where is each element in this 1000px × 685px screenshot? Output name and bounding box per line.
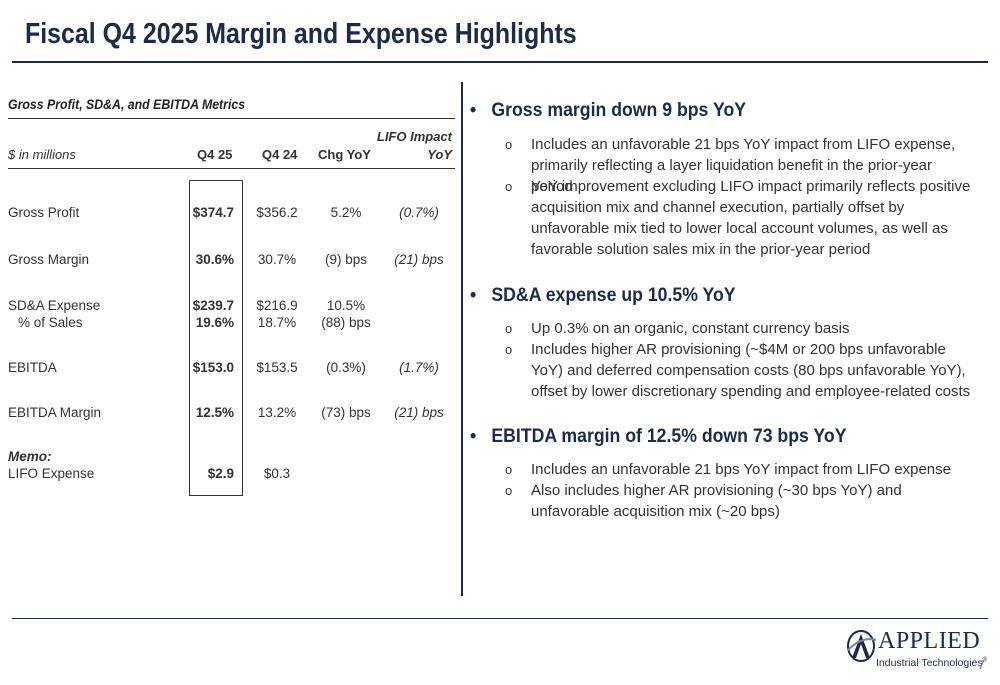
logo-wordmark: APPLIED: [878, 628, 981, 654]
sub-bullet: o Includes an unfavorable 21 bps YoY impa…: [505, 459, 975, 480]
sub-bullet-text: YoY improvement excluding LIFO impact pr…: [531, 178, 971, 258]
cell-q4-25: $153.0: [192, 360, 234, 375]
circle-bullet-icon: o: [505, 462, 513, 477]
circle-bullet-icon: o: [505, 321, 513, 336]
cell-chg-yoy: (9) bps: [324, 252, 368, 267]
row-label: Gross Profit: [8, 205, 80, 220]
cell-chg-yoy: (73) bps: [321, 405, 371, 420]
header-q4-24: Q4 24: [262, 147, 298, 162]
bullet-heading: • SD&A expense up 10.5% YoY: [470, 285, 736, 307]
header-lifo-line2: YoY: [427, 147, 452, 162]
column-divider: [461, 82, 463, 596]
row-label: EBITDA Margin: [8, 405, 102, 420]
cell-q4-24: 30.7%: [257, 252, 297, 267]
table-top-rule: [8, 118, 455, 119]
sub-bullet-text: Includes an unfavorable 21 bps YoY impac…: [531, 136, 956, 195]
q4-25-highlight-box: [189, 180, 243, 496]
sub-bullet-text: Up 0.3% on an organic, constant currency…: [531, 320, 850, 337]
row-label: Gross Margin: [8, 252, 90, 267]
row-label: EBITDA: [8, 360, 57, 375]
sub-bullet-text: Also includes higher AR provisioning (~3…: [531, 482, 902, 520]
cell-lifo-impact: (1.7%): [399, 360, 439, 375]
title-divider: [12, 61, 988, 63]
company-logo: APPLIED Industrial Technologies®: [846, 628, 987, 673]
cell-chg-yoy: (0.3%): [326, 360, 366, 375]
row-label: SD&A Expense: [8, 298, 101, 313]
bullet-heading-text: SD&A expense up 10.5% YoY: [491, 285, 736, 306]
page-number: 7: [978, 658, 985, 672]
cell-q4-24: $153.5: [256, 360, 298, 375]
bullet-heading: • EBITDA margin of 12.5% down 73 bps YoY: [470, 426, 846, 448]
bullet-dot-icon: •: [470, 426, 477, 447]
cell-lifo-impact: (0.7%): [399, 205, 439, 220]
memo-label: Memo:: [8, 449, 52, 464]
table-header-rule: [8, 168, 455, 169]
logo-tagline-text: Industrial Technologies: [876, 657, 983, 669]
cell-q4-25: 30.6%: [195, 252, 234, 267]
cell-lifo-impact: (21) bps: [394, 405, 444, 420]
page-title: Fiscal Q4 2025 Margin and Expense Highli…: [25, 18, 577, 50]
sub-bullet: o Includes higher AR provisioning (~$4M o…: [505, 339, 975, 402]
cell-q4-25: 19.6%: [195, 315, 234, 330]
cell-lifo-impact: (21) bps: [394, 252, 444, 267]
logo-mark-icon: [847, 630, 877, 662]
cell-q4-25: $374.7: [192, 205, 234, 220]
bullet-dot-icon: •: [470, 285, 477, 306]
sub-bullet: o Also includes higher AR provisioning (~…: [505, 480, 975, 522]
sub-bullet: o Up 0.3% on an organic, constant currenc…: [505, 318, 975, 339]
header-chg-yoy: Chg YoY: [318, 147, 371, 162]
circle-bullet-icon: o: [505, 342, 513, 357]
circle-bullet-icon: o: [505, 483, 513, 498]
cell-q4-24: $0.3: [263, 466, 291, 481]
bullet-heading-text: EBITDA margin of 12.5% down 73 bps YoY: [491, 426, 847, 447]
sub-bullet: o Includes an unfavorable 21 bps YoY impa…: [505, 134, 975, 197]
cell-q4-24: 13.2%: [257, 405, 297, 420]
cell-q4-25: $239.7: [192, 298, 234, 313]
header-lifo-line1: LIFO Impact: [376, 129, 452, 144]
sub-bullet-text: Includes an unfavorable 21 bps YoY impac…: [531, 461, 951, 478]
footer-divider: [12, 618, 988, 619]
row-label: LIFO Expense: [8, 466, 95, 481]
table-title: Gross Profit, SD&A, and EBITDA Metrics: [8, 96, 246, 112]
header-lifo-impact: LIFO Impact YoY: [372, 128, 452, 164]
units-label: $ in millions: [8, 147, 76, 162]
circle-bullet-icon: o: [505, 137, 513, 152]
circle-bullet-icon: o: [505, 179, 513, 194]
cell-chg-yoy: (88) bps: [321, 315, 371, 330]
registered-mark: ®: [982, 657, 988, 664]
bullet-heading-text: Gross margin down 9 bps YoY: [491, 100, 747, 121]
cell-q4-24: $216.9: [256, 298, 298, 313]
cell-chg-yoy: 10.5%: [326, 298, 366, 313]
bullet-dot-icon: •: [470, 100, 477, 121]
cell-q4-25: $2.9: [207, 466, 234, 481]
row-label: % of Sales: [18, 315, 83, 330]
cell-q4-24: $356.2: [256, 205, 298, 220]
cell-q4-24: 18.7%: [257, 315, 297, 330]
cell-q4-25: 12.5%: [195, 405, 234, 420]
header-q4-25: Q4 25: [197, 147, 233, 162]
cell-chg-yoy: 5.2%: [330, 205, 362, 220]
sub-bullet-text: Includes higher AR provisioning (~$4M or…: [531, 341, 971, 400]
logo-tagline: Industrial Technologies®: [876, 657, 987, 669]
bullet-heading: • Gross margin down 9 bps YoY: [470, 100, 746, 122]
sub-bullet: o YoY improvement excluding LIFO impact p…: [505, 176, 975, 260]
